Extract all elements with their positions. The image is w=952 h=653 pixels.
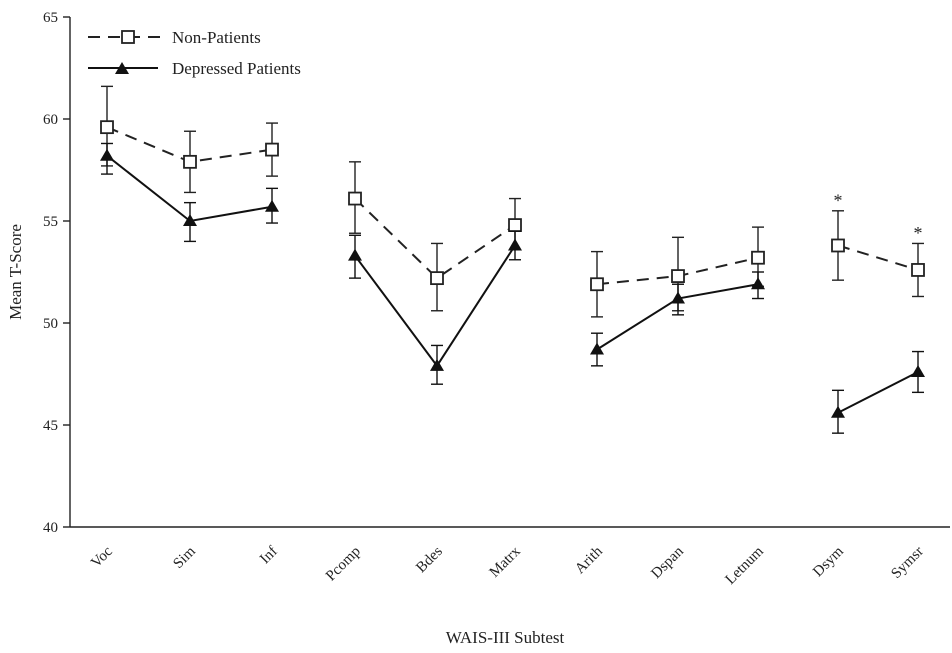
point-depressed-patients-dspan xyxy=(671,291,685,304)
x-tick-label-inf: Inf xyxy=(257,544,281,568)
y-tick-label-40: 40 xyxy=(43,520,58,536)
y-tick-label-45: 45 xyxy=(43,418,58,434)
point-non-patients-matrx xyxy=(508,218,522,232)
point-depressed-patients-letnum xyxy=(751,277,765,290)
x-tick-label-dsym: Dsym xyxy=(810,543,847,580)
y-tick-label-50: 50 xyxy=(43,316,58,332)
y-tick-label-65: 65 xyxy=(43,10,58,26)
legend-label-depressed-patients: Depressed Patients xyxy=(172,59,301,78)
series-depressed-patients xyxy=(100,142,925,434)
point-depressed-patients-arith xyxy=(590,342,604,355)
legend: Non-Patients Depressed Patients xyxy=(88,28,301,78)
point-depressed-patients-inf xyxy=(265,199,279,212)
point-non-patients-sim xyxy=(183,154,197,169)
x-tick-label-voc: Voc xyxy=(88,543,116,571)
series-non-patients xyxy=(100,85,925,318)
significance-marker-dsym: * xyxy=(834,191,843,211)
significance-marker-symsr: * xyxy=(914,223,923,243)
point-non-patients-symsr xyxy=(911,263,925,277)
point-depressed-patients-sim xyxy=(183,214,197,226)
y-tick-label-60: 60 xyxy=(43,112,58,128)
point-non-patients-dsym xyxy=(831,238,845,253)
point-non-patients-letnum xyxy=(751,250,765,265)
legend-marker-depressed-patients xyxy=(115,62,129,74)
x-axis-label: WAIS-III Subtest xyxy=(446,628,565,647)
legend-marker-non-patients xyxy=(121,30,135,44)
point-depressed-patients-bdes xyxy=(430,358,444,371)
axes xyxy=(69,17,950,528)
x-tick-label-dspan: Dspan xyxy=(648,543,687,582)
x-tick-label-symsr: Symsr xyxy=(888,544,926,582)
point-non-patients-dspan xyxy=(671,269,685,283)
point-non-patients-inf xyxy=(265,142,279,157)
y-tick-label-55: 55 xyxy=(43,214,58,230)
x-tick-label-arith: Arith xyxy=(572,543,606,577)
annotations: ** xyxy=(834,191,923,244)
x-ticks: Voc Sim Inf Pcomp Bdes Matrx Arith Dspan Letnum D… xyxy=(88,543,927,588)
x-tick-label-sim: Sim xyxy=(170,543,199,572)
series-layer xyxy=(100,85,925,434)
series-line-depressed-patients-4 xyxy=(837,371,919,414)
series-line-depressed-patients-2 xyxy=(354,244,516,368)
series-line-non-patients-4 xyxy=(837,244,919,271)
point-non-patients-pcomp xyxy=(348,191,362,206)
point-depressed-patients-dsym xyxy=(831,405,845,418)
x-tick-label-matrx: Matrx xyxy=(487,543,525,581)
point-non-patients-bdes xyxy=(430,271,444,286)
series-line-non-patients-2 xyxy=(354,197,516,280)
x-tick-label-bdes: Bdes xyxy=(413,543,446,576)
y-ticks: 40 45 50 55 60 65 xyxy=(43,10,70,536)
point-depressed-patients-pcomp xyxy=(348,248,362,261)
point-depressed-patients-voc xyxy=(100,148,114,161)
point-non-patients-voc xyxy=(100,120,114,135)
legend-label-non-patients: Non-Patients xyxy=(172,28,261,47)
point-depressed-patients-symsr xyxy=(911,364,925,377)
point-depressed-patients-matrx xyxy=(508,238,522,251)
x-tick-label-letnum: Letnum xyxy=(723,543,768,588)
y-axis-label: Mean T-Score xyxy=(6,224,25,320)
x-tick-label-pcomp: Pcomp xyxy=(323,544,364,585)
point-non-patients-arith xyxy=(590,277,604,292)
